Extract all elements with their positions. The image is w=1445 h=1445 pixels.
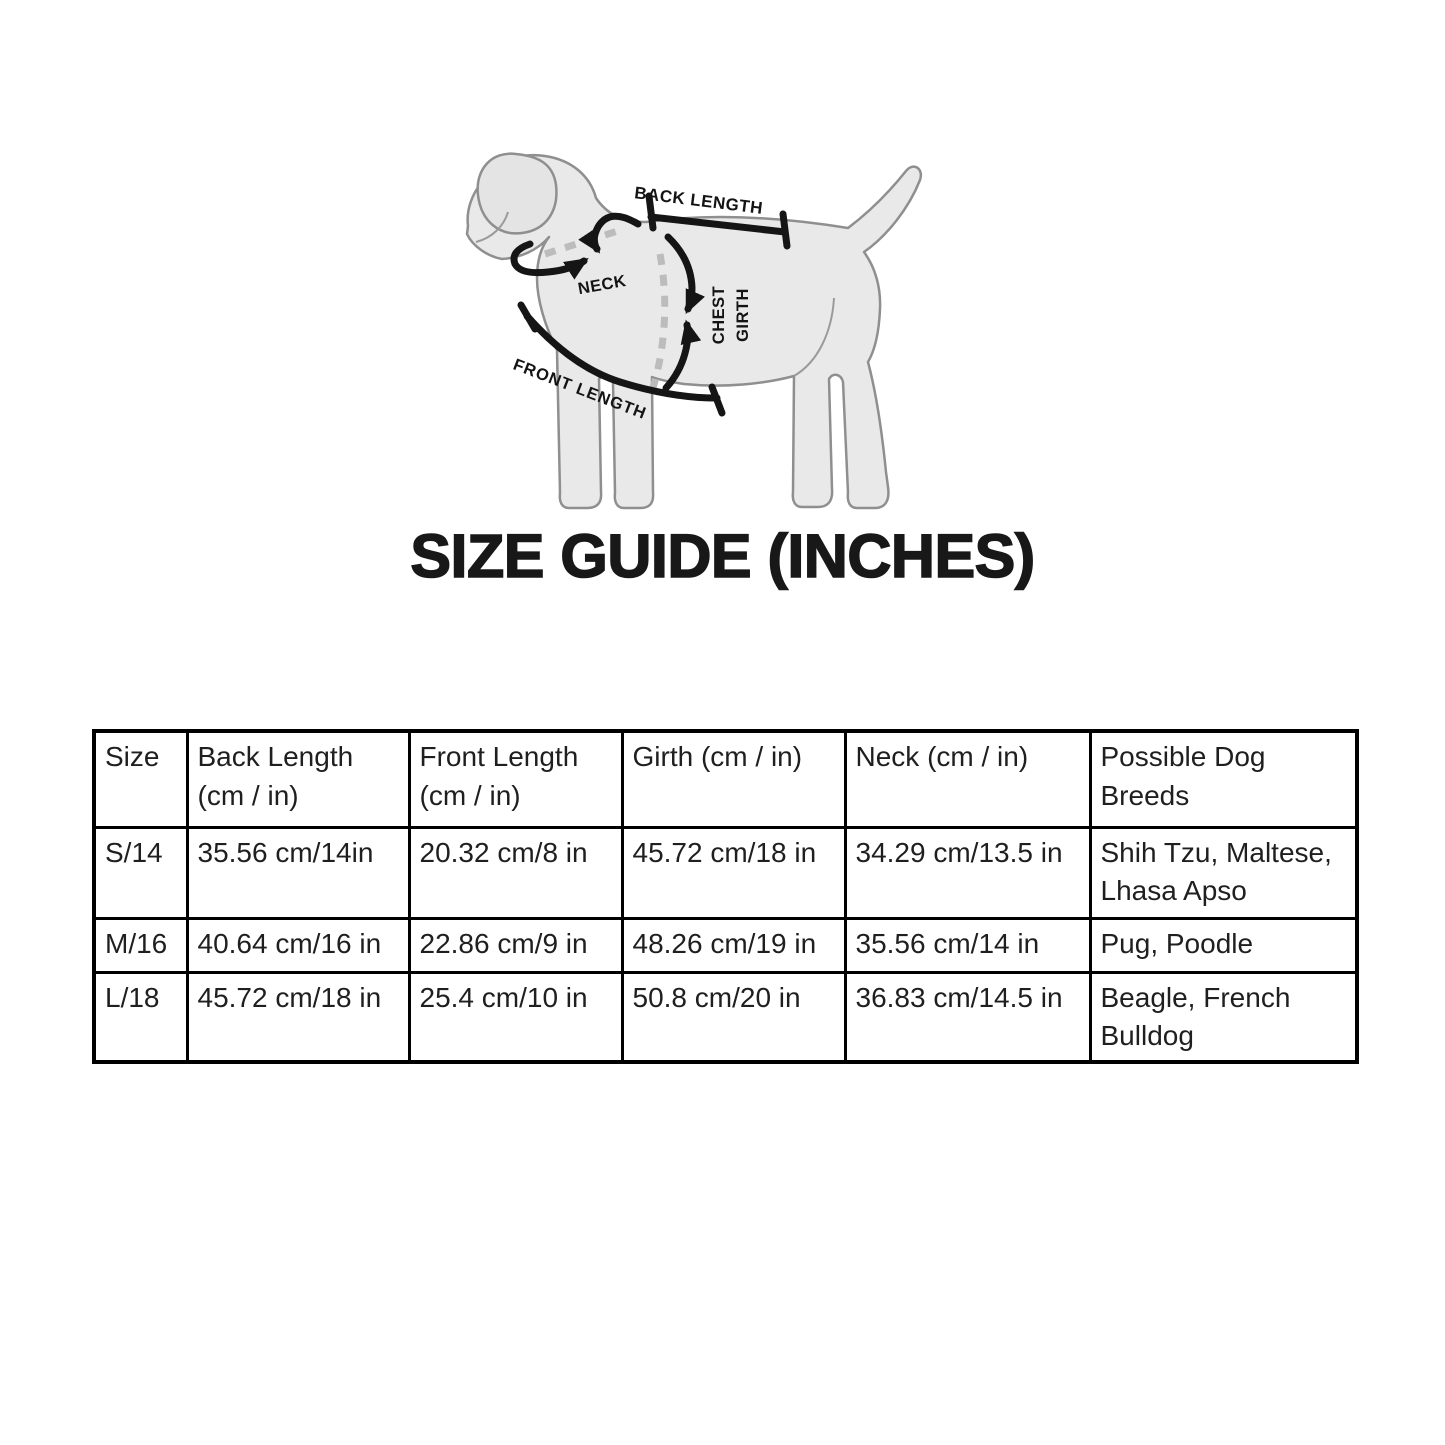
- header-front-length: Front Length (cm / in): [407, 729, 624, 829]
- cell-front-length: 22.86 cm/9 in: [407, 916, 624, 974]
- cell-front-length: 20.32 cm/8 in: [407, 825, 624, 920]
- cell-neck: 35.56 cm/14 in: [843, 916, 1092, 974]
- header-girth: Girth (cm / in): [620, 729, 847, 829]
- cell-neck: 34.29 cm/13.5 in: [843, 825, 1092, 920]
- table-row: S/14 35.56 cm/14in 20.32 cm/8 in 45.72 c…: [92, 825, 1359, 920]
- cell-girth: 45.72 cm/18 in: [620, 825, 847, 920]
- size-table: Size Back Length (cm / in) Front Length …: [92, 729, 1359, 1064]
- dog-measurement-diagram: BACK LENGTH NECK CHEST GIRTH FRONT LENGT…: [465, 152, 923, 510]
- cell-girth: 48.26 cm/19 in: [620, 916, 847, 974]
- page-title: SIZE GUIDE (INCHES): [410, 521, 1036, 591]
- chest-girth-arrow-lower: [662, 319, 702, 392]
- harness-dashed-chest-line: [649, 253, 669, 389]
- neck-measure-arrow-lower: [510, 240, 589, 280]
- cell-size: M/16: [92, 916, 189, 974]
- header-size: Size: [92, 729, 189, 829]
- front-length-curve: [517, 301, 726, 417]
- cell-back-length: 40.64 cm/16 in: [185, 916, 411, 974]
- size-table-container: Size Back Length (cm / in) Front Length …: [92, 729, 1359, 1064]
- harness-dashed-neck-line: [543, 225, 626, 258]
- header-neck: Neck (cm / in): [843, 729, 1092, 829]
- cell-size: S/14: [92, 825, 189, 920]
- table-row: M/16 40.64 cm/16 in 22.86 cm/9 in 48.26 …: [92, 916, 1359, 974]
- dog-ear: [476, 152, 558, 235]
- chest-girth-label-line1: CHEST: [710, 286, 728, 344]
- dog-cheek-line: [475, 211, 509, 243]
- cell-size: L/18: [92, 970, 189, 1064]
- cell-breeds: Beagle, French Bulldog: [1088, 970, 1359, 1064]
- dog-thigh-line: [793, 297, 835, 377]
- header-back-length: Back Length (cm / in): [185, 729, 411, 829]
- neck-measure-arrow-upper: [578, 212, 642, 254]
- table-row: L/18 45.72 cm/18 in 25.4 cm/10 in 50.8 c…: [92, 970, 1359, 1064]
- header-breeds: Possible Dog Breeds: [1088, 729, 1359, 829]
- cell-neck: 36.83 cm/14.5 in: [843, 970, 1092, 1064]
- cell-girth: 50.8 cm/20 in: [620, 970, 847, 1064]
- cell-back-length: 45.72 cm/18 in: [185, 970, 411, 1064]
- chest-girth-arrow-upper: [664, 233, 705, 315]
- table-header-row: Size Back Length (cm / in) Front Length …: [92, 729, 1359, 829]
- cell-breeds: Shih Tzu, Maltese, Lhasa Apso: [1088, 825, 1359, 920]
- cell-breeds: Pug, Poodle: [1088, 916, 1359, 974]
- cell-back-length: 35.56 cm/14in: [185, 825, 411, 920]
- back-length-bar: [645, 192, 791, 250]
- chest-girth-label-line2: GIRTH: [734, 288, 752, 342]
- cell-front-length: 25.4 cm/10 in: [407, 970, 624, 1064]
